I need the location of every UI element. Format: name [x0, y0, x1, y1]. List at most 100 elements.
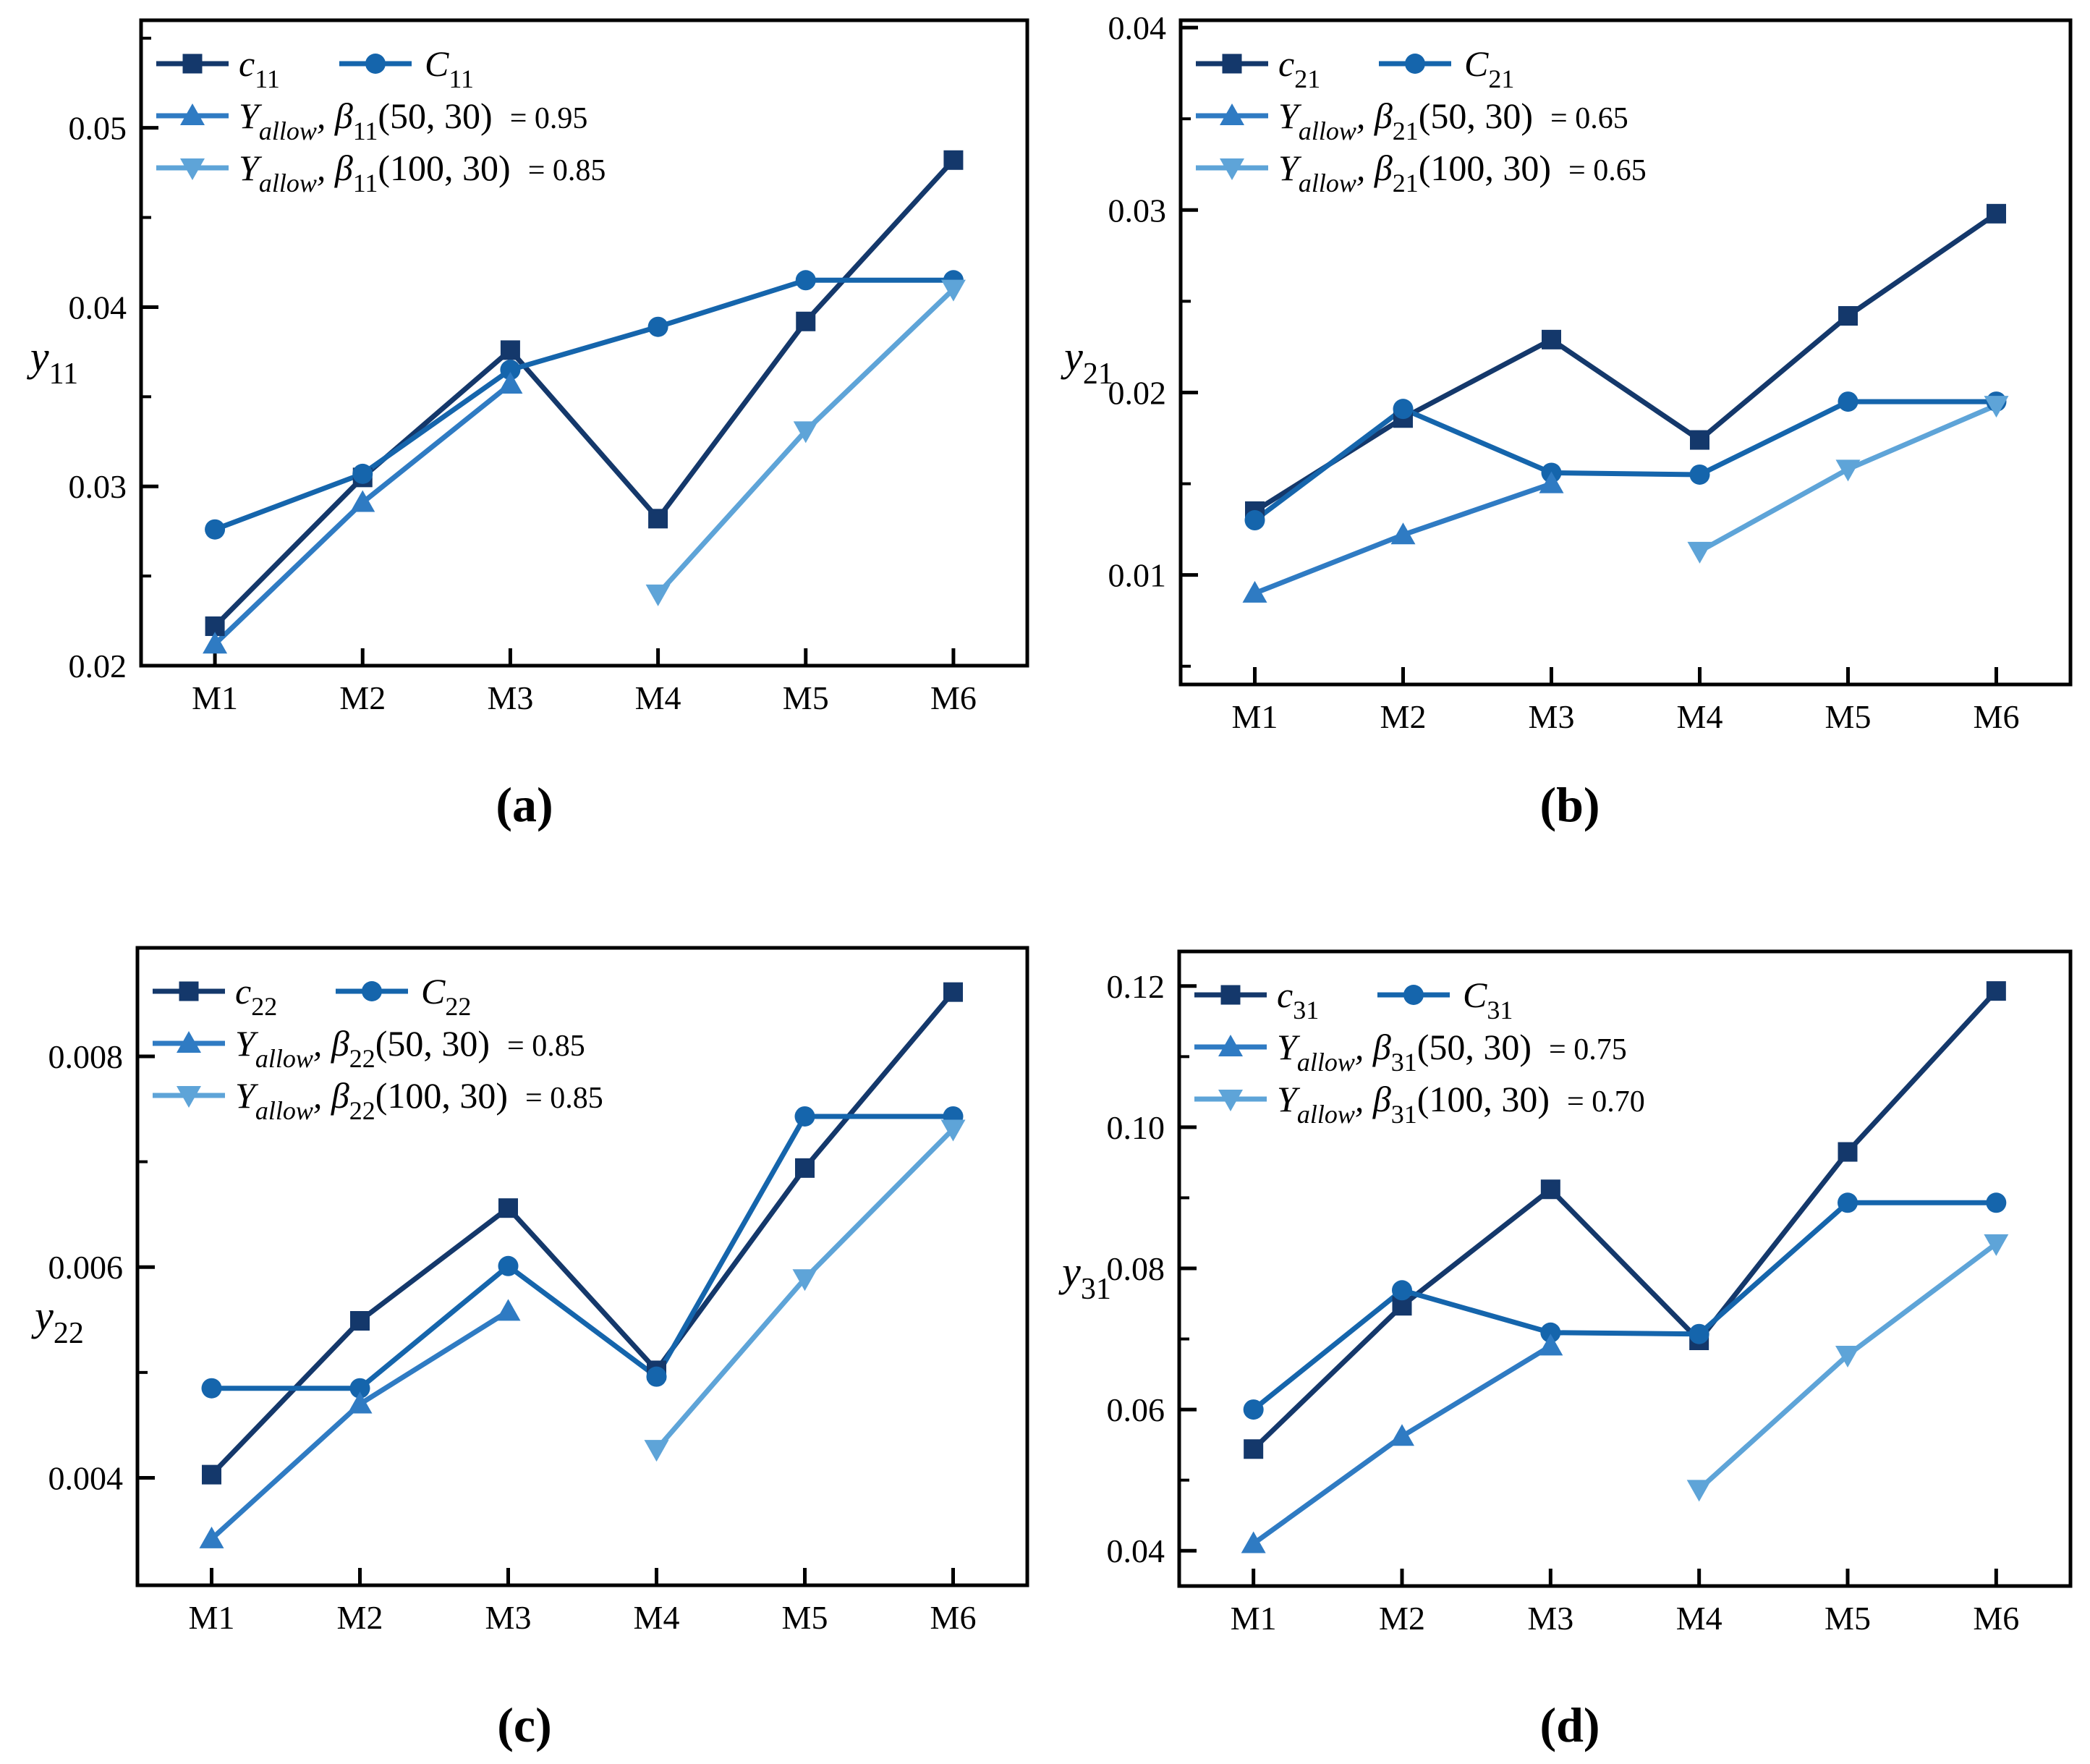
x-tick-label: M2: [339, 679, 386, 716]
y-tick-label: 0.04: [69, 289, 127, 326]
marker-c: [796, 311, 816, 331]
legend-entry-C: C22: [336, 971, 471, 1021]
marker-beta100: [1835, 1346, 1860, 1368]
legend-entry-c: c11: [156, 43, 280, 93]
marker-beta50: [1390, 522, 1416, 545]
marker-C: [500, 360, 521, 381]
y-tick-label: 0.03: [69, 468, 127, 505]
y-tick-label: 0.006: [48, 1249, 124, 1286]
series-line-C: [209, 1114, 956, 1391]
marker-beta100: [1687, 541, 1712, 564]
marker-c: [1244, 1439, 1264, 1459]
marker-beta50: [1241, 1531, 1266, 1553]
marker-beta50: [496, 1299, 521, 1321]
legend-label-beta100: Yallow, β11(100, 30) = 0.85: [239, 148, 606, 198]
marker-C: [352, 463, 373, 484]
marker-beta100: [1984, 396, 2009, 418]
y-tick-label: 0.03: [1108, 192, 1167, 229]
series-line-C: [1251, 1200, 1999, 1412]
series-line-c: [1251, 988, 1999, 1452]
legend-label-C: C22: [421, 971, 471, 1021]
legend-marker-beta100: [180, 158, 205, 180]
marker-beta50: [1539, 471, 1564, 493]
legend-label-beta100: Yallow, β31(100, 30) = 0.70: [1277, 1079, 1645, 1129]
x-tick-label: M3: [485, 1599, 532, 1636]
marker-beta50: [203, 632, 228, 654]
marker-C: [1689, 464, 1710, 485]
marker-beta50: [498, 371, 523, 394]
marker-c: [1690, 430, 1709, 450]
legend-marker-beta100: [1220, 158, 1244, 180]
legend-entry-beta50: Yallow, β31(50, 30) = 0.75: [1194, 1027, 1627, 1077]
legend-entry-c: c22: [153, 971, 277, 1021]
legend-label-C: C21: [1464, 43, 1514, 93]
legend-marker-beta50: [1218, 1035, 1243, 1056]
y-tick-label: 0.02: [69, 648, 127, 684]
marker-c: [1540, 1179, 1560, 1200]
legend-label-beta50: Yallow, β11(50, 30) = 0.95: [239, 96, 587, 145]
marker-beta100: [792, 1269, 817, 1292]
y-tick-label: 0.04: [1108, 9, 1167, 46]
series-line-C: [1252, 399, 1999, 523]
marker-beta100: [1835, 459, 1861, 482]
legend-marker-C: [1405, 54, 1425, 74]
marker-c: [1986, 981, 2006, 1001]
marker-beta50: [199, 1526, 224, 1548]
legend-marker-beta100: [1218, 1090, 1243, 1111]
marker-c: [202, 1464, 221, 1485]
x-tick-label: M3: [487, 679, 533, 716]
caption-c: (c): [497, 1697, 552, 1752]
y-axis-label: y11: [27, 333, 78, 391]
axis-box: [1178, 18, 2073, 687]
x-tick-label: M2: [1379, 1600, 1425, 1637]
y-axis-label: y21: [1061, 333, 1113, 391]
marker-C: [1393, 399, 1414, 420]
axis-box: [139, 18, 1029, 668]
x-tick-label: M2: [1380, 698, 1427, 735]
marker-c: [1838, 1142, 1858, 1162]
legend-label-c: c21: [1278, 43, 1320, 93]
marker-C: [646, 1366, 667, 1387]
marker-C: [1838, 391, 1859, 412]
legend-marker-beta50: [177, 1031, 201, 1053]
x-tick-label: M6: [930, 679, 977, 716]
x-tick-label: M6: [1974, 698, 2020, 735]
y-tick-label: 0.08: [1107, 1250, 1165, 1287]
marker-C: [205, 519, 226, 540]
marker-C: [1392, 1280, 1412, 1301]
y-tick-label: 0.008: [48, 1038, 124, 1075]
caption-b: (b): [1539, 777, 1600, 832]
legend-marker-C: [1403, 985, 1424, 1005]
marker-c: [1542, 329, 1561, 349]
marker-c: [648, 509, 668, 529]
legend-entry-beta50: Yallow, β11(50, 30) = 0.95: [156, 96, 587, 145]
y-tick-label: 0.10: [1107, 1109, 1165, 1146]
x-tick-label: M1: [189, 1599, 235, 1636]
marker-beta50: [1538, 1333, 1563, 1356]
marker-beta100: [1984, 1234, 2009, 1256]
series-line-c: [209, 989, 956, 1477]
marker-c: [1838, 306, 1858, 326]
legend-entry-c: c21: [1196, 43, 1320, 93]
panel-d: 0.04 0.06 0.08 0.10 0.12 M1 M2 M3 M4 M5 M6 y31 c31 C3…: [1058, 949, 2073, 1637]
series-line-c: [1252, 211, 1999, 514]
marker-c: [943, 150, 964, 170]
legend-label-C: C11: [425, 43, 474, 93]
caption-a: (a): [496, 777, 553, 832]
legend-marker-beta50: [180, 103, 205, 125]
marker-c: [943, 982, 963, 1002]
y-axis-label: y22: [31, 1292, 84, 1350]
y-tick-label: 0.004: [48, 1459, 124, 1496]
series-line-c: [212, 157, 956, 629]
series-line-C: [212, 277, 956, 533]
x-tick-label: M5: [1825, 698, 1872, 735]
marker-beta50: [1242, 580, 1267, 603]
x-tick-label: M4: [634, 1599, 680, 1636]
caption-d: (d): [1539, 1697, 1600, 1752]
y-tick-label: 0.01: [1108, 557, 1167, 594]
marker-C: [201, 1378, 222, 1399]
y-tick-label: 0.04: [1107, 1532, 1165, 1569]
marker-beta100: [793, 421, 818, 444]
marker-beta50: [347, 1391, 373, 1414]
